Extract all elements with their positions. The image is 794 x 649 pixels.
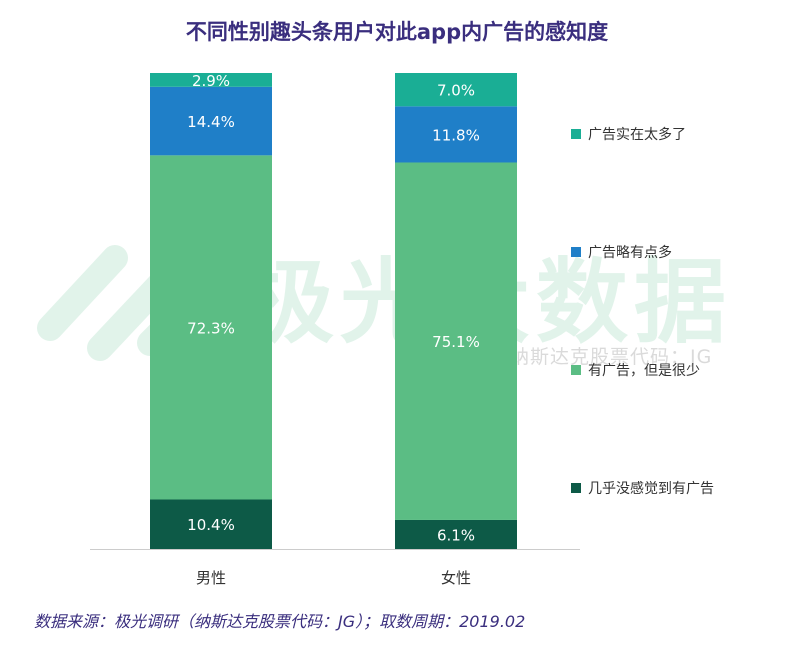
- bar-segment: [150, 155, 272, 500]
- data-label: 14.4%: [187, 113, 235, 131]
- category-label: 女性: [441, 569, 471, 587]
- legend-label: 广告实在太多了: [588, 126, 686, 143]
- bar-segment: [395, 73, 517, 107]
- legend-label: 广告略有点多: [588, 244, 672, 261]
- bar-segment: [150, 73, 272, 87]
- legend-label: 有广告，但是很少: [588, 363, 700, 379]
- chart-title: 不同性别趣头条用户对此app内广告的感知度: [185, 20, 609, 44]
- bar-segment: [150, 86, 272, 156]
- bar-segment: [395, 162, 517, 520]
- data-label: 6.1%: [437, 526, 475, 544]
- bar-segment: [395, 106, 517, 163]
- legend-swatch: [571, 483, 581, 493]
- bar-segment: [395, 519, 517, 549]
- legend-swatch: [571, 129, 581, 139]
- data-label: 10.4%: [187, 516, 235, 534]
- legend-swatch: [571, 247, 581, 257]
- data-source-note: 数据来源：极光调研（纳斯达克股票代码：JG）；取数周期：2019.02: [34, 612, 526, 631]
- data-label: 11.8%: [432, 126, 480, 144]
- data-label: 7.0%: [437, 82, 475, 100]
- data-label: 2.9%: [192, 72, 230, 90]
- legend-label: 几乎没感觉到有广告: [588, 480, 714, 497]
- bar-segment: [150, 499, 272, 549]
- legend-swatch: [571, 365, 581, 375]
- data-label: 75.1%: [432, 333, 480, 351]
- category-label: 男性: [196, 569, 226, 587]
- data-label: 72.3%: [187, 319, 235, 337]
- watermark-subtitle: 纳斯达克股票代码：JG: [510, 346, 713, 368]
